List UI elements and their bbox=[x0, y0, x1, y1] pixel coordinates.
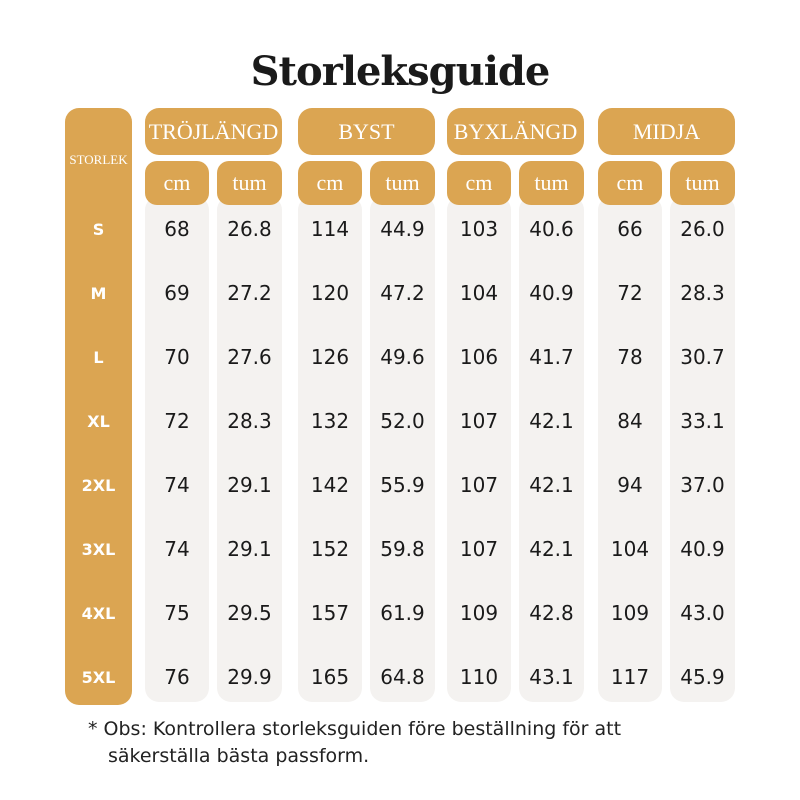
cell: 75 bbox=[164, 601, 190, 625]
data-column bbox=[145, 196, 209, 702]
cell: 107 bbox=[459, 537, 499, 561]
cell: 107 bbox=[459, 473, 499, 497]
cell: 152 bbox=[310, 537, 350, 561]
cell: 59.8 bbox=[380, 537, 425, 561]
cell: 70 bbox=[164, 345, 190, 369]
cell: 94 bbox=[617, 473, 643, 497]
data-column bbox=[598, 196, 662, 702]
cell: 74 bbox=[164, 537, 190, 561]
cell: 29.1 bbox=[227, 473, 272, 497]
cell: 109 bbox=[610, 601, 650, 625]
cell: 61.9 bbox=[380, 601, 425, 625]
cell: 42.8 bbox=[529, 601, 574, 625]
unit-header: cm bbox=[145, 161, 209, 205]
size-label: XL bbox=[87, 411, 110, 431]
size-label: M bbox=[90, 283, 107, 303]
unit-header: tum bbox=[370, 161, 435, 205]
cell: 84 bbox=[617, 409, 643, 433]
cell: 157 bbox=[310, 601, 350, 625]
unit-header: tum bbox=[217, 161, 282, 205]
cell: 40.9 bbox=[680, 537, 725, 561]
cell: 107 bbox=[459, 409, 499, 433]
unit-header: cm bbox=[298, 161, 362, 205]
cell: 49.6 bbox=[380, 345, 425, 369]
size-label: L bbox=[93, 347, 104, 367]
cell: 45.9 bbox=[680, 665, 725, 689]
size-header: STORLEK bbox=[69, 152, 128, 167]
cell: 41.7 bbox=[529, 345, 574, 369]
cell: 66 bbox=[617, 217, 643, 241]
cell: 165 bbox=[310, 665, 350, 689]
cell: 104 bbox=[610, 537, 650, 561]
cell: 30.7 bbox=[680, 345, 725, 369]
title: Storleksguide bbox=[250, 48, 551, 95]
unit-header: tum bbox=[670, 161, 735, 205]
cell: 72 bbox=[617, 281, 643, 305]
cell: 44.9 bbox=[380, 217, 425, 241]
cell: 43.1 bbox=[529, 665, 574, 689]
group-header: BYST bbox=[298, 108, 435, 155]
cell: 33.1 bbox=[680, 409, 725, 433]
size-label: 2XL bbox=[81, 475, 116, 495]
cell: 74 bbox=[164, 473, 190, 497]
data-column bbox=[298, 196, 362, 702]
cell: 42.1 bbox=[529, 537, 574, 561]
cell: 26.0 bbox=[680, 217, 725, 241]
data-column bbox=[519, 196, 584, 702]
note: * Obs: Kontrollera storleksguiden före b… bbox=[88, 718, 622, 767]
size-label: 4XL bbox=[81, 603, 116, 623]
cell: 68 bbox=[164, 217, 190, 241]
cell: 110 bbox=[459, 665, 499, 689]
group-header: BYXLÄNGD bbox=[447, 108, 584, 155]
data-column bbox=[670, 196, 735, 702]
data-column bbox=[217, 196, 282, 702]
cell: 29.1 bbox=[227, 537, 272, 561]
cell: 117 bbox=[610, 665, 650, 689]
cell: 72 bbox=[164, 409, 190, 433]
cell: 37.0 bbox=[680, 473, 725, 497]
cell: 27.2 bbox=[227, 281, 272, 305]
size-label: S bbox=[92, 219, 105, 239]
cell: 42.1 bbox=[529, 409, 574, 433]
size-column bbox=[65, 108, 132, 705]
cell: 43.0 bbox=[680, 601, 725, 625]
unit-header: cm bbox=[447, 161, 511, 205]
cell: 42.1 bbox=[529, 473, 574, 497]
data-column bbox=[447, 196, 511, 702]
cell: 120 bbox=[310, 281, 350, 305]
group-header: MIDJA bbox=[598, 108, 735, 155]
data-column bbox=[370, 196, 435, 702]
cell: 29.5 bbox=[227, 601, 272, 625]
cell: 104 bbox=[459, 281, 499, 305]
cell: 69 bbox=[164, 281, 190, 305]
cell: 27.6 bbox=[227, 345, 272, 369]
cell: 40.9 bbox=[529, 281, 574, 305]
cell: 78 bbox=[617, 345, 643, 369]
cell: 29.9 bbox=[227, 665, 272, 689]
cell: 28.3 bbox=[227, 409, 272, 433]
cell: 76 bbox=[164, 665, 190, 689]
cell: 55.9 bbox=[380, 473, 425, 497]
group-header: TRÖJLÄNGD bbox=[145, 108, 282, 155]
unit-header: cm bbox=[598, 161, 662, 205]
cell: 142 bbox=[310, 473, 350, 497]
size-label: 5XL bbox=[81, 667, 116, 687]
cell: 26.8 bbox=[227, 217, 272, 241]
cell: 103 bbox=[459, 217, 499, 241]
cell: 132 bbox=[310, 409, 350, 433]
cell: 40.6 bbox=[529, 217, 574, 241]
cell: 47.2 bbox=[380, 281, 425, 305]
size-label: 3XL bbox=[81, 539, 116, 559]
cell: 109 bbox=[459, 601, 499, 625]
cell: 52.0 bbox=[380, 409, 425, 433]
cell: 64.8 bbox=[380, 665, 425, 689]
cell: 114 bbox=[310, 217, 350, 241]
cell: 28.3 bbox=[680, 281, 725, 305]
cell: 106 bbox=[459, 345, 499, 369]
unit-header: tum bbox=[519, 161, 584, 205]
cell: 126 bbox=[310, 345, 350, 369]
